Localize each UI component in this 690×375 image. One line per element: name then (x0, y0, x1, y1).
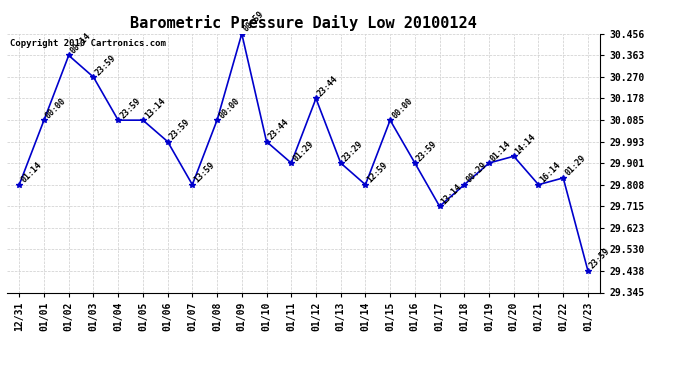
Text: 00:00: 00:00 (390, 96, 414, 120)
Title: Barometric Pressure Daily Low 20100124: Barometric Pressure Daily Low 20100124 (130, 15, 477, 31)
Text: 13:14: 13:14 (143, 96, 167, 120)
Text: 16:14: 16:14 (538, 160, 562, 184)
Text: 23:59: 23:59 (415, 139, 439, 163)
Text: 23:44: 23:44 (266, 117, 290, 142)
Text: 01:29: 01:29 (563, 154, 587, 178)
Text: Copyright 2010 Cartronics.com: Copyright 2010 Cartronics.com (10, 39, 166, 48)
Text: 23:44: 23:44 (316, 75, 340, 99)
Text: 01:29: 01:29 (291, 139, 315, 163)
Text: 23:59: 23:59 (168, 117, 192, 142)
Text: 00:00: 00:00 (44, 96, 68, 120)
Text: 01:14: 01:14 (19, 160, 43, 184)
Text: 00:59: 00:59 (241, 10, 266, 34)
Text: 23:29: 23:29 (341, 139, 365, 163)
Text: 13:59: 13:59 (193, 160, 217, 184)
Text: 00:14: 00:14 (69, 32, 92, 56)
Text: 13:14: 13:14 (440, 182, 464, 206)
Text: 23:59: 23:59 (588, 247, 612, 271)
Text: 23:59: 23:59 (93, 53, 117, 77)
Text: 00:29: 00:29 (464, 160, 489, 184)
Text: 01:14: 01:14 (489, 139, 513, 163)
Text: 23:59: 23:59 (118, 96, 142, 120)
Text: 12:59: 12:59 (366, 160, 389, 184)
Text: 14:14: 14:14 (514, 132, 538, 156)
Text: 00:00: 00:00 (217, 96, 241, 120)
